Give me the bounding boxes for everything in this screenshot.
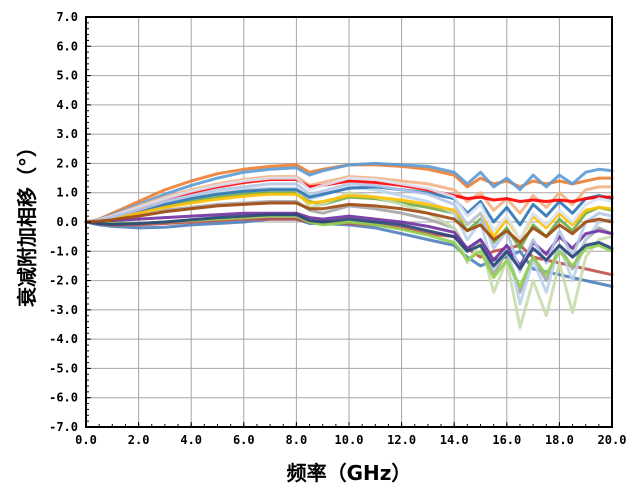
y-tick-label: 5.0	[56, 69, 78, 83]
y-tick-label: -1.0	[49, 244, 78, 258]
series-line-4	[84, 161, 614, 224]
series-layer	[84, 161, 614, 329]
x-tick-label: 0.0	[75, 433, 97, 447]
y-tick-label: -3.0	[49, 303, 78, 317]
x-axis-title: 频率（GHz）	[287, 461, 412, 485]
x-tick-label: 12.0	[387, 433, 416, 447]
y-tick-label: -7.0	[49, 420, 78, 434]
y-tick-label: 2.0	[56, 156, 78, 170]
y-tick-label: 0.0	[56, 215, 78, 229]
x-tick-label: 18.0	[545, 433, 574, 447]
y-tick-label: -5.0	[49, 361, 78, 375]
series-line-12	[84, 192, 614, 242]
y-ticks: 7.0 6.0 5.0 4.0 3.0 2.0 1.0 0.0 -1.0 -2.0 -3.0 -4.0…	[49, 10, 91, 434]
series-line-16	[84, 182, 614, 274]
y-tick-label: 1.0	[56, 186, 78, 200]
y-tick-label: -2.0	[49, 274, 78, 288]
x-tick-label: 10.0	[335, 433, 364, 447]
series-line-15	[84, 176, 614, 242]
x-tick-label: 16.0	[492, 433, 521, 447]
x-tick-label: 14.0	[440, 433, 469, 447]
y-tick-label: -6.0	[49, 391, 78, 405]
y-tick-label: 4.0	[56, 98, 78, 112]
x-tick-label: 2.0	[128, 433, 150, 447]
y-tick-label: 7.0	[56, 10, 78, 24]
x-ticks: 0.0 2.0 4.0 6.0 8.0 10.0 12.0 14.0 16.0 18.0 20.0	[75, 422, 626, 447]
y-tick-label: 3.0	[56, 127, 78, 141]
x-tick-label: 8.0	[286, 433, 308, 447]
x-tick-label: 20.0	[598, 433, 627, 447]
y-tick-label: 6.0	[56, 39, 78, 53]
x-tick-label: 4.0	[180, 433, 202, 447]
y-axis-title: 衰减附加相移（°）	[15, 137, 39, 308]
y-tick-label: -4.0	[49, 332, 78, 346]
series-line-18	[84, 201, 614, 244]
x-tick-label: 6.0	[233, 433, 255, 447]
series-line-17	[84, 213, 614, 271]
